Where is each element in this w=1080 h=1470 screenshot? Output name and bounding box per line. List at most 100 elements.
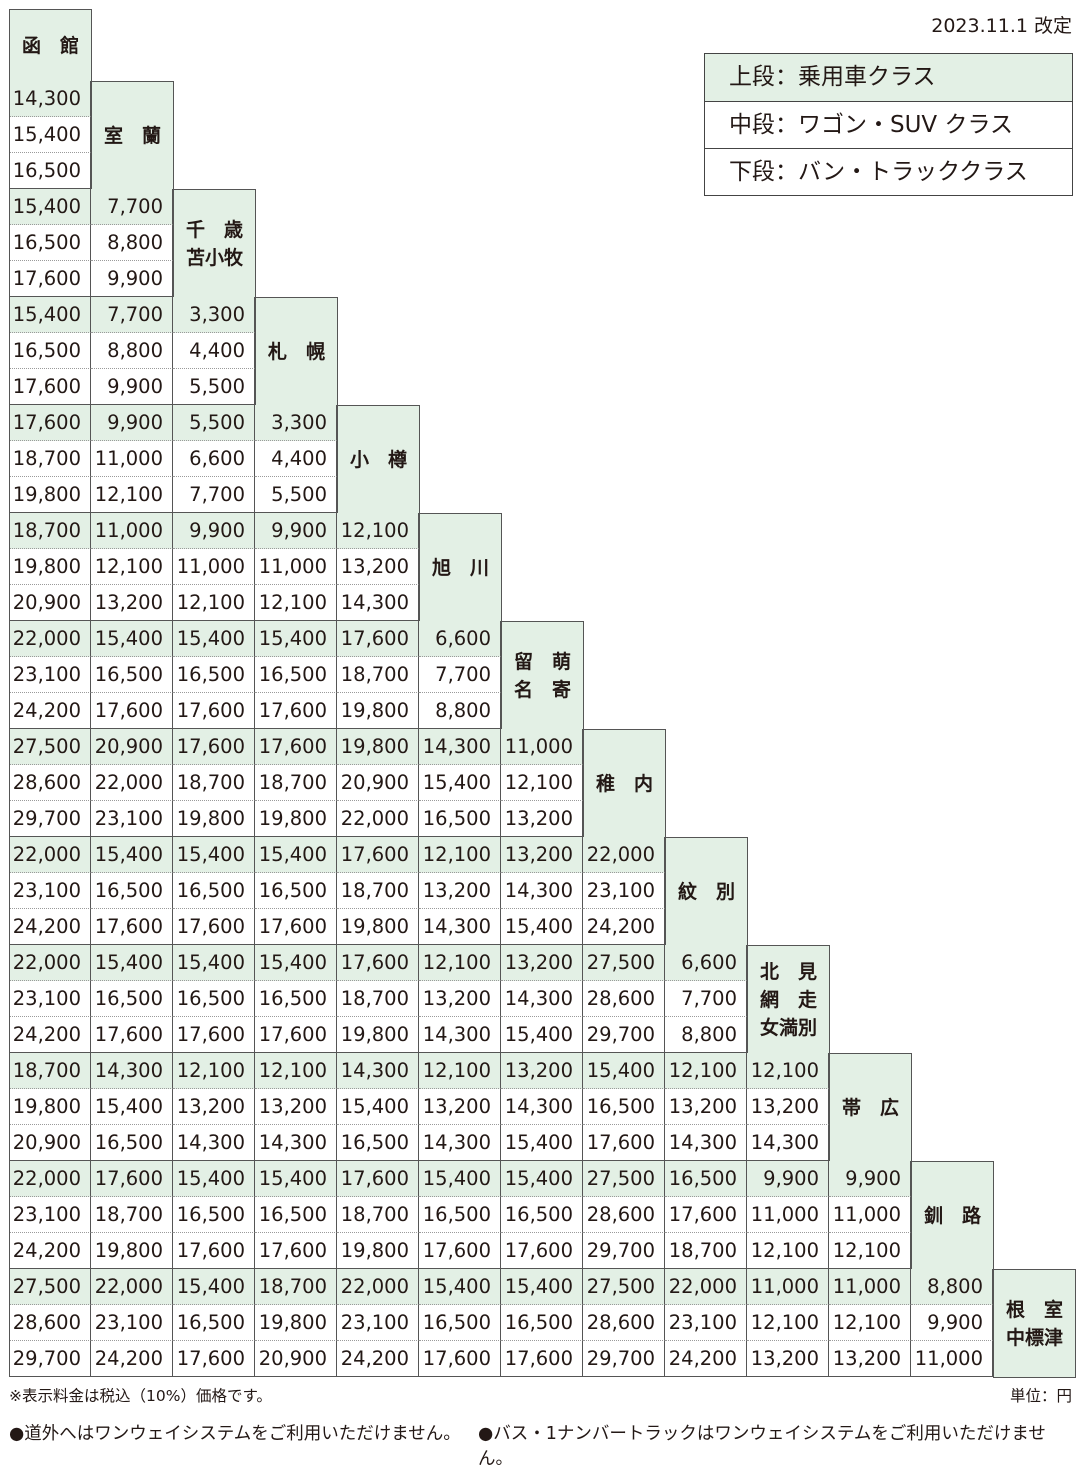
fare-cell: 17,600 <box>337 945 419 981</box>
station-header: 小 樽 <box>337 405 420 514</box>
station-name: 函 館 <box>21 34 79 57</box>
fare-cell: 17,600 <box>91 1161 173 1197</box>
fare-cell: 15,400 <box>9 297 91 333</box>
fare-cell: 19,800 <box>9 477 91 513</box>
fare-cell: 12,100 <box>255 585 337 621</box>
fare-cell: 17,600 <box>255 693 337 729</box>
fare-cell: 14,300 <box>337 585 419 621</box>
fare-cell: 14,300 <box>501 1089 583 1125</box>
fare-cell: 16,500 <box>255 657 337 693</box>
fare-cell: 15,400 <box>91 837 173 873</box>
fare-cell: 17,600 <box>173 1233 255 1269</box>
fare-cell: 13,200 <box>173 1089 255 1125</box>
fare-cell: 22,000 <box>337 801 419 837</box>
fare-cell: 27,500 <box>583 945 665 981</box>
fare-cell: 9,900 <box>91 369 173 405</box>
fare-cell: 14,300 <box>255 1125 337 1161</box>
fare-cell: 16,500 <box>501 1197 583 1233</box>
station-header: 稚 内 <box>583 729 666 838</box>
fare-cell: 15,400 <box>9 189 91 225</box>
fare-cell: 11,000 <box>91 441 173 477</box>
fare-cell: 18,700 <box>9 441 91 477</box>
fare-cell: 17,600 <box>9 405 91 441</box>
fare-cell: 16,500 <box>255 981 337 1017</box>
fare-cell: 12,100 <box>337 513 419 549</box>
fare-cell: 13,200 <box>501 801 583 837</box>
fare-cell: 23,100 <box>9 1197 91 1233</box>
station-name: 小 樽 <box>349 448 407 471</box>
fare-cell: 14,300 <box>665 1125 747 1161</box>
fare-cell: 15,400 <box>255 945 337 981</box>
fare-cell: 23,100 <box>583 873 665 909</box>
fare-cell: 9,900 <box>255 513 337 549</box>
fare-cell: 8,800 <box>419 693 501 729</box>
fare-cell: 12,100 <box>255 1053 337 1089</box>
fare-cell: 3,300 <box>173 297 255 333</box>
fare-cell: 28,600 <box>583 1197 665 1233</box>
fare-cell: 23,100 <box>665 1305 747 1341</box>
fare-cell: 15,400 <box>173 621 255 657</box>
fare-cell: 23,100 <box>91 801 173 837</box>
fare-cell: 13,200 <box>419 981 501 1017</box>
fare-cell: 18,700 <box>9 513 91 549</box>
fare-cell: 18,700 <box>337 657 419 693</box>
fare-cell: 15,400 <box>583 1053 665 1089</box>
fare-cell: 23,100 <box>9 981 91 1017</box>
fare-cell: 9,900 <box>829 1161 911 1197</box>
fare-cell: 9,900 <box>91 261 173 297</box>
fare-cell: 20,900 <box>255 1341 337 1377</box>
fare-cell: 17,600 <box>501 1341 583 1377</box>
fare-cell: 19,800 <box>9 1089 91 1125</box>
fare-cell: 16,500 <box>419 1305 501 1341</box>
fare-cell: 16,500 <box>9 333 91 369</box>
fare-cell: 22,000 <box>91 765 173 801</box>
station-header: 千 歳苫小牧 <box>173 189 256 298</box>
fare-cell: 17,600 <box>173 909 255 945</box>
station-name: 稚 内 <box>595 772 653 795</box>
fare-cell: 14,300 <box>337 1053 419 1089</box>
fare-cell: 29,700 <box>583 1233 665 1269</box>
fare-cell: 14,300 <box>501 981 583 1017</box>
fare-cell: 22,000 <box>9 1161 91 1197</box>
fare-cell: 13,200 <box>665 1089 747 1125</box>
fare-cell: 16,500 <box>255 873 337 909</box>
station-name: 千 歳 <box>185 218 243 241</box>
fare-cell: 16,500 <box>665 1161 747 1197</box>
fare-cell: 29,700 <box>9 801 91 837</box>
fare-cell: 8,800 <box>91 225 173 261</box>
fare-cell: 5,500 <box>173 369 255 405</box>
fare-cell: 9,900 <box>911 1305 993 1341</box>
station-name: 北 見 <box>759 960 817 983</box>
fare-cell: 16,500 <box>9 225 91 261</box>
fare-cell: 19,800 <box>255 801 337 837</box>
fare-cell: 15,400 <box>255 1161 337 1197</box>
fare-cell: 12,100 <box>665 1053 747 1089</box>
fare-cell: 16,500 <box>91 657 173 693</box>
fare-matrix: 函 館 14,300 15,400 16,500 室 蘭 15,400 16,500 17,6… <box>9 9 1076 1378</box>
fare-cell: 7,700 <box>91 297 173 333</box>
fare-cell: 13,200 <box>419 873 501 909</box>
fare-cell: 7,700 <box>665 981 747 1017</box>
fare-cell: 18,700 <box>337 1197 419 1233</box>
fare-cell: 23,100 <box>9 657 91 693</box>
fare-cell: 13,200 <box>501 837 583 873</box>
fare-cell: 19,800 <box>337 1233 419 1269</box>
fare-cell: 23,100 <box>9 873 91 909</box>
fare-cell: 15,400 <box>255 621 337 657</box>
fare-cell: 17,600 <box>419 1233 501 1269</box>
fare-cell: 17,600 <box>173 1017 255 1053</box>
fare-cell: 17,600 <box>337 1161 419 1197</box>
fare-cell: 16,500 <box>337 1125 419 1161</box>
fare-cell: 16,500 <box>173 873 255 909</box>
fare-cell: 19,800 <box>91 1233 173 1269</box>
station-name: 名 寄 <box>513 678 571 701</box>
fare-cell: 16,500 <box>173 657 255 693</box>
fare-cell: 12,100 <box>173 1053 255 1089</box>
fare-cell: 27,500 <box>9 729 91 765</box>
fare-cell: 11,000 <box>501 729 583 765</box>
fare-cell: 12,100 <box>501 765 583 801</box>
station-name: 室 蘭 <box>103 124 161 147</box>
fare-cell: 16,500 <box>419 1197 501 1233</box>
fare-cell: 14,300 <box>419 909 501 945</box>
fare-cell: 17,600 <box>419 1341 501 1377</box>
